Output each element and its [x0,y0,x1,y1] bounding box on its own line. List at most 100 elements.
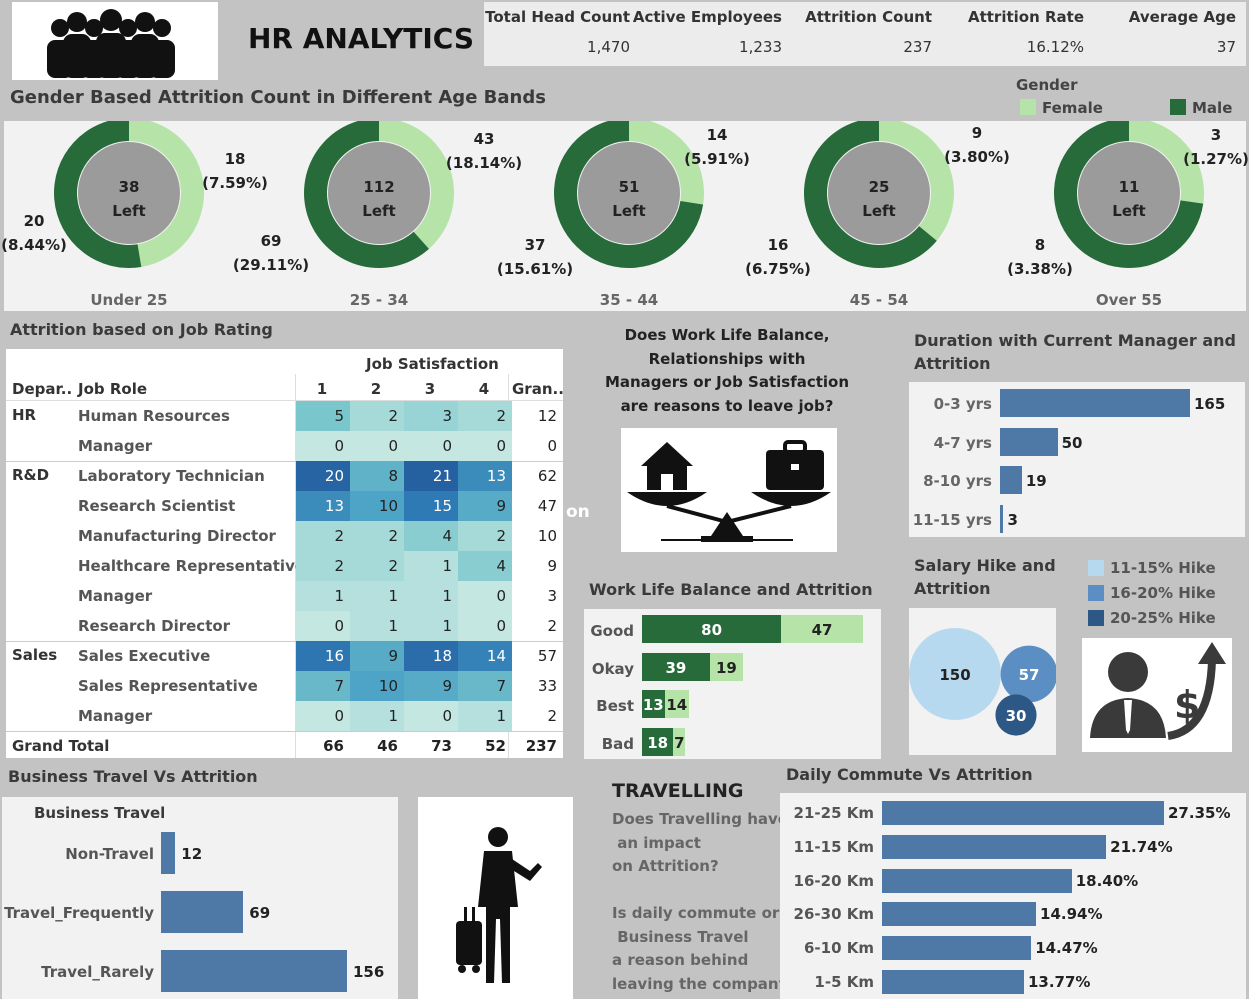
travelling-text: Does Travelling have an impact on Attriti… [612,808,797,996]
satisfaction-col-header: 2 [370,380,382,398]
heatmap-cell: 18 [404,641,458,671]
donut-female-slice [379,121,454,249]
wlb-male-value: 13 [642,696,664,714]
heatmap-cell: 4 [458,551,512,581]
commute-bar [882,902,1037,927]
travelling-line: Business Travel [612,927,749,946]
donut-band-label: 35 - 44 [600,291,658,309]
manager-value: 3 [1007,511,1018,530]
wlb-female-bar [781,615,863,643]
salary-bubble [909,628,1001,720]
heatmap-cell: 9 [458,491,512,521]
donut-female-slice [129,121,204,267]
commute-value: 14.94% [1040,905,1103,924]
row-total: 33 [537,677,557,695]
dept-divider [6,641,563,642]
heatmap-cell: 2 [458,401,512,431]
heatmap-cell: 3 [404,401,458,431]
logo-box [12,2,218,80]
manager-category: 11-15 yrs [912,511,992,530]
wlb-female-value: 47 [811,621,833,639]
heatmap-cell: 7 [296,671,350,701]
heatmap-cell: 1 [458,701,512,731]
heatmap-cell: 16 [296,641,350,671]
travelling-line: on Attrition? [612,857,719,875]
business-travel-inner-title: Business Travel [34,804,166,822]
role-label: Manufacturing Director [78,527,276,545]
donut-female-pct: (18.14%) [446,154,522,172]
donut-band-label: Under 25 [90,291,167,309]
legend-female-label: Female [1042,99,1103,117]
manager-bar [1000,505,1004,534]
stray-text: on [566,502,590,522]
salary-bubble-label: 150 [939,666,970,684]
heatmap-cell: 7 [458,671,512,701]
col-divider [295,374,296,758]
role-label: Research Director [78,617,231,635]
manager-bar [1000,427,1058,456]
legend-female-swatch [1020,99,1036,115]
heatmap-cell: 1 [350,581,404,611]
grand-total-cell: 46 [377,737,398,755]
donut-left-label: Left [112,202,145,220]
heatmap-cell: 2 [296,551,350,581]
commute-value: 14.47% [1035,939,1098,958]
role-label: Human Resources [78,407,230,425]
legend-male-swatch [1170,99,1186,115]
heatmap-cell: 0 [296,611,350,641]
manager-category: 8-10 yrs [923,472,992,491]
commute-value: 27.35% [1168,804,1231,822]
grand-total-cell: 52 [485,737,506,755]
traveler-with-suitcase-icon [456,827,542,983]
travelling-line: a reason behind [612,951,749,969]
donut-left-label: Left [362,202,395,220]
commute-category: 16-20 Km [793,871,874,890]
donut-left-label: Left [862,202,895,220]
wlb-question: Does Work Life Balance, Relationships wit… [600,324,854,418]
heatmap-cell: 13 [458,461,512,491]
wlb-female-bar [664,690,689,718]
heatmap-cell: 1 [350,701,404,731]
gender-legend-title: Gender [1016,76,1078,94]
wlb-question-line: Does Work Life Balance, [624,326,830,344]
manager-value: 165 [1194,395,1226,413]
heatmap-cell: 14 [458,641,512,671]
business-travel-value: 156 [353,963,385,981]
donut-male-pct: (3.38%) [1007,260,1073,278]
row-total: 9 [547,557,557,575]
commute-category: 21-25 Km [793,804,874,822]
heatmap-cell: 0 [404,701,458,731]
salary-bubble [1000,645,1056,703]
heatmap-cell: 13 [296,491,350,521]
donut-center [828,142,930,244]
donut-male-pct: (8.44%) [1,236,67,254]
salary-legend-swatch [1088,585,1104,601]
wlb-category: Best [596,697,634,715]
donut-male-value: 69 [261,232,282,250]
donut-left-label: Left [1112,202,1145,220]
row-total: 2 [547,617,557,635]
salary-legend-label: 11-15% Hike [1110,559,1216,577]
heatmap-cell: 2 [350,521,404,551]
donut-total: 11 [1119,178,1140,196]
manager-bar [1000,466,1022,495]
row-total: 10 [537,527,557,545]
travelling-line: an impact [612,833,701,852]
donut-male-slice [1054,121,1204,268]
donut-male-value: 20 [24,212,45,230]
wlb-female-value: 14 [666,696,688,714]
role-label: Manager [78,707,153,725]
wlb-question-line: Managers or Job Satisfaction [604,373,850,391]
heatmap-cell: 10 [350,671,404,701]
donut-total: 51 [619,178,640,196]
row-total: 47 [537,497,557,515]
travelling-spacer [612,879,797,903]
business-travel-category: Travel_Rarely [41,963,154,981]
wlb-male-value: 39 [665,658,687,677]
heatmap-cell: 4 [404,521,458,551]
heatmap-cell: 8 [350,461,404,491]
wlb-question-line: Relationships with [648,349,806,368]
grand-total-cell: 66 [323,737,344,755]
heatmap-cell: 0 [296,431,350,461]
manager-category: 0-3 yrs [933,395,992,413]
